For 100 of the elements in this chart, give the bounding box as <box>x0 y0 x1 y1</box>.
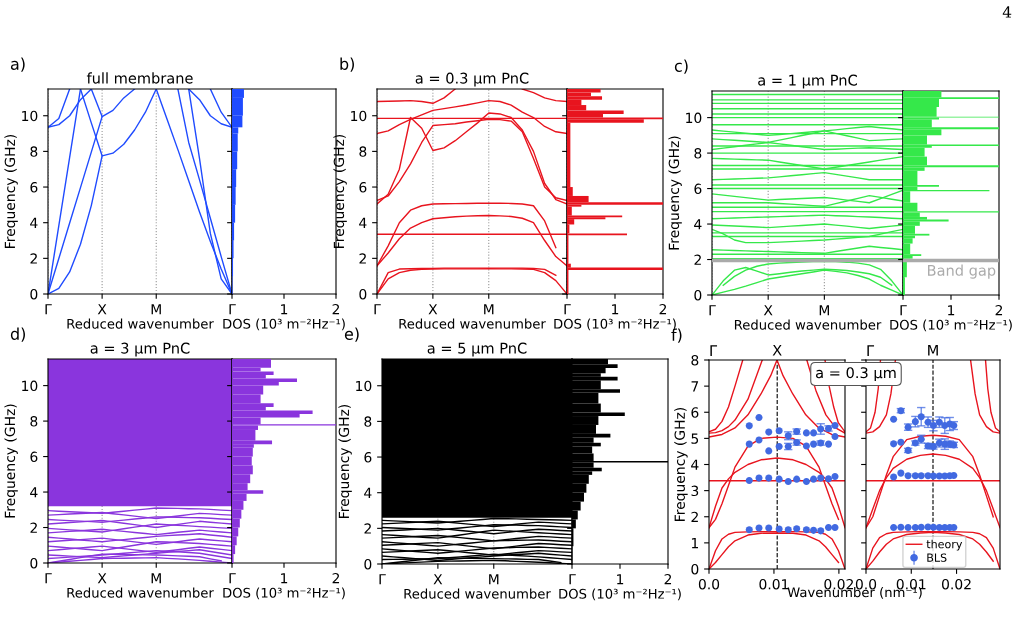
y-tick-label: 4 <box>30 217 38 228</box>
y-axis-title: Frequency (GHz) <box>674 407 688 521</box>
x-tick-label: Γ <box>709 305 716 316</box>
x-tick-label: Γ <box>374 304 381 315</box>
y-tick-label: 2 <box>691 511 698 523</box>
y-tick-label: 2 <box>694 254 701 265</box>
x-tick-label: 0.01 <box>759 578 789 590</box>
y-tick-label: 1 <box>691 538 698 549</box>
x-tick-label: 2 <box>664 573 672 585</box>
y-tick-label: 6 <box>359 182 367 193</box>
y-axis-title: Frequency (GHz) <box>338 404 352 518</box>
text: 4 <box>1002 6 1012 18</box>
x-axis-title: DOS (10³ m⁻²Hz⁻¹) <box>554 318 676 331</box>
x-axis-title: DOS (10³ m⁻²Hz⁻¹) <box>223 318 345 331</box>
text: Γ <box>867 345 875 356</box>
y-tick-label: 4 <box>359 217 367 228</box>
y-tick-label: 6 <box>30 182 38 193</box>
x-axis-title: DOS (10³ m⁻²Hz⁻¹) <box>890 319 1012 332</box>
y-tick-label: 2 <box>364 523 371 534</box>
y-axis-title: Frequency (GHz) <box>4 134 18 248</box>
x-axis-title: DOS (10³ m⁻²Hz⁻¹) <box>559 588 681 601</box>
y-tick-label: 4 <box>691 459 699 470</box>
x-axis-title: DOS (10³ m⁻²Hz⁻¹) <box>223 587 345 600</box>
chart-title: a = 1 μm PnC <box>758 74 857 89</box>
y-tick-label: 4 <box>30 487 38 498</box>
text: a) <box>10 57 25 72</box>
y-tick-label: 8 <box>30 146 38 157</box>
x-tick-label: M <box>819 305 829 316</box>
text: c) <box>674 59 688 74</box>
y-tick-label: 7 <box>691 381 699 392</box>
x-tick-label: 1 <box>948 305 955 316</box>
x-axis-title: Reduced wavenumber <box>734 319 882 330</box>
x-axis-title: Reduced wavenumber <box>67 587 214 598</box>
x-tick-label: 1 <box>617 574 624 585</box>
y-tick-label: 10 <box>351 110 367 122</box>
y-tick-label: 6 <box>694 183 702 195</box>
x-tick-label: Γ <box>900 305 907 316</box>
y-axis-title: Frequency (GHz) <box>668 136 682 250</box>
legend-label: theory <box>926 539 963 551</box>
ref-line-label: M <box>928 344 938 356</box>
text: e) <box>344 327 359 342</box>
x-tick-label: 0.0 <box>698 578 720 590</box>
x-tick-label: Γ <box>45 304 52 315</box>
text: Γ <box>710 345 718 356</box>
y-tick-label: 10 <box>356 380 372 392</box>
x-tick-label: M <box>151 304 161 315</box>
y-axis-title: Frequency (GHz) <box>4 404 18 518</box>
x-tick-label: X <box>97 304 107 315</box>
x-tick-label: 2 <box>332 303 340 315</box>
y-tick-label: 0 <box>364 558 372 570</box>
chart-title: a = 0.3 μm PnC <box>415 72 529 87</box>
x-tick-label: 2 <box>332 572 340 584</box>
y-tick-label: 8 <box>364 416 372 427</box>
x-tick-label: Γ <box>569 574 576 585</box>
chart-title: full membrane <box>86 72 193 84</box>
legend-label: BLS <box>927 553 947 562</box>
x-tick-label: 2 <box>995 304 1003 316</box>
y-tick-label: 2 <box>30 522 37 533</box>
x-tick-label: Γ <box>379 574 386 585</box>
x-tick-label: Γ <box>229 573 236 584</box>
y-tick-label: 0 <box>691 563 699 575</box>
x-tick-label: 2 <box>659 303 667 315</box>
x-tick-label: M <box>484 304 494 315</box>
y-tick-label: 4 <box>364 487 372 498</box>
y-tick-label: 3 <box>691 485 699 497</box>
y-tick-label: 8 <box>359 146 367 157</box>
x-tick-label: 1 <box>281 304 288 315</box>
ref-line-label: Band gap <box>928 264 996 279</box>
x-tick-label: M <box>151 573 161 584</box>
y-tick-label: 5 <box>691 433 699 444</box>
y-tick-label: 0 <box>30 288 38 300</box>
y-tick-label: 0 <box>694 289 702 301</box>
x-tick-label: X <box>763 305 773 316</box>
x-tick-label: X <box>97 573 107 584</box>
x-axis-title: Reduced wavenumber <box>399 318 546 329</box>
y-tick-label: 8 <box>694 148 702 159</box>
y-tick-label: 6 <box>364 452 372 463</box>
y-tick-label: 10 <box>22 380 38 392</box>
x-tick-label: Γ <box>564 304 571 315</box>
text: d) <box>10 327 25 342</box>
x-tick-label: X <box>428 304 438 315</box>
x-tick-label: X <box>433 574 443 585</box>
x-tick-label: 0.02 <box>941 578 971 590</box>
y-tick-label: 0 <box>359 288 367 300</box>
y-tick-label: 8 <box>691 354 699 366</box>
y-tick-label: 4 <box>694 219 702 230</box>
y-tick-label: 10 <box>686 112 702 124</box>
annotation: a = 0.3 μm <box>816 367 896 382</box>
x-tick-label: Γ <box>229 304 236 315</box>
y-axis-title: Frequency (GHz) <box>333 134 347 248</box>
text: f) <box>671 328 682 343</box>
y-tick-label: 8 <box>30 416 38 427</box>
y-tick-label: 6 <box>30 451 38 463</box>
chart-title: a = 5 μm PnC <box>427 342 527 357</box>
x-tick-label: 1 <box>612 304 619 315</box>
y-tick-label: 2 <box>30 253 37 264</box>
ref-line-label: X <box>772 344 782 356</box>
y-tick-label: 10 <box>22 110 38 122</box>
y-tick-label: 2 <box>359 253 366 264</box>
y-tick-label: 6 <box>691 407 699 418</box>
